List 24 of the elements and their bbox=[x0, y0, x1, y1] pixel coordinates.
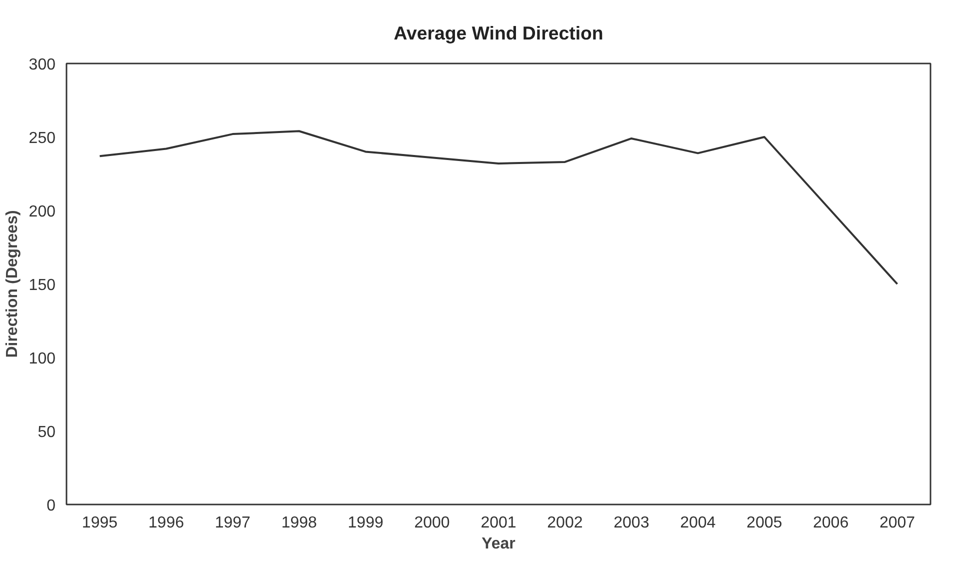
y-tick-label: 150 bbox=[28, 277, 56, 294]
x-tick-label: 2001 bbox=[480, 514, 516, 532]
chart-title: Average Wind Direction bbox=[394, 22, 604, 44]
y-tick-label: 250 bbox=[28, 130, 56, 147]
x-tick-label: 1996 bbox=[148, 514, 184, 532]
line-series bbox=[98, 130, 898, 285]
x-tick-label: 2004 bbox=[680, 514, 716, 532]
x-axis-title: Year bbox=[482, 536, 516, 552]
y-tick-label: 100 bbox=[28, 350, 56, 368]
x-tick-label: 2000 bbox=[414, 514, 450, 532]
x-tick-label: 2003 bbox=[614, 514, 650, 532]
y-tick-label: 200 bbox=[28, 204, 56, 220]
x-tick-label: 1998 bbox=[281, 514, 318, 532]
y-tick-label: 50 bbox=[38, 424, 56, 441]
y-tick-label: 300 bbox=[28, 56, 56, 74]
x-tick-label: 2006 bbox=[813, 514, 849, 532]
x-tick-label: 1995 bbox=[82, 514, 118, 532]
x-tick-label: 1999 bbox=[348, 514, 384, 532]
y-axis-title: Direction (Degrees) bbox=[4, 210, 21, 358]
x-tick-label: 2002 bbox=[547, 514, 583, 532]
x-tick-label: 1997 bbox=[214, 514, 251, 532]
y-tick-label: 0 bbox=[46, 498, 56, 514]
x-tick-label: 2005 bbox=[746, 514, 782, 532]
x-tick-label: 2007 bbox=[879, 514, 916, 532]
